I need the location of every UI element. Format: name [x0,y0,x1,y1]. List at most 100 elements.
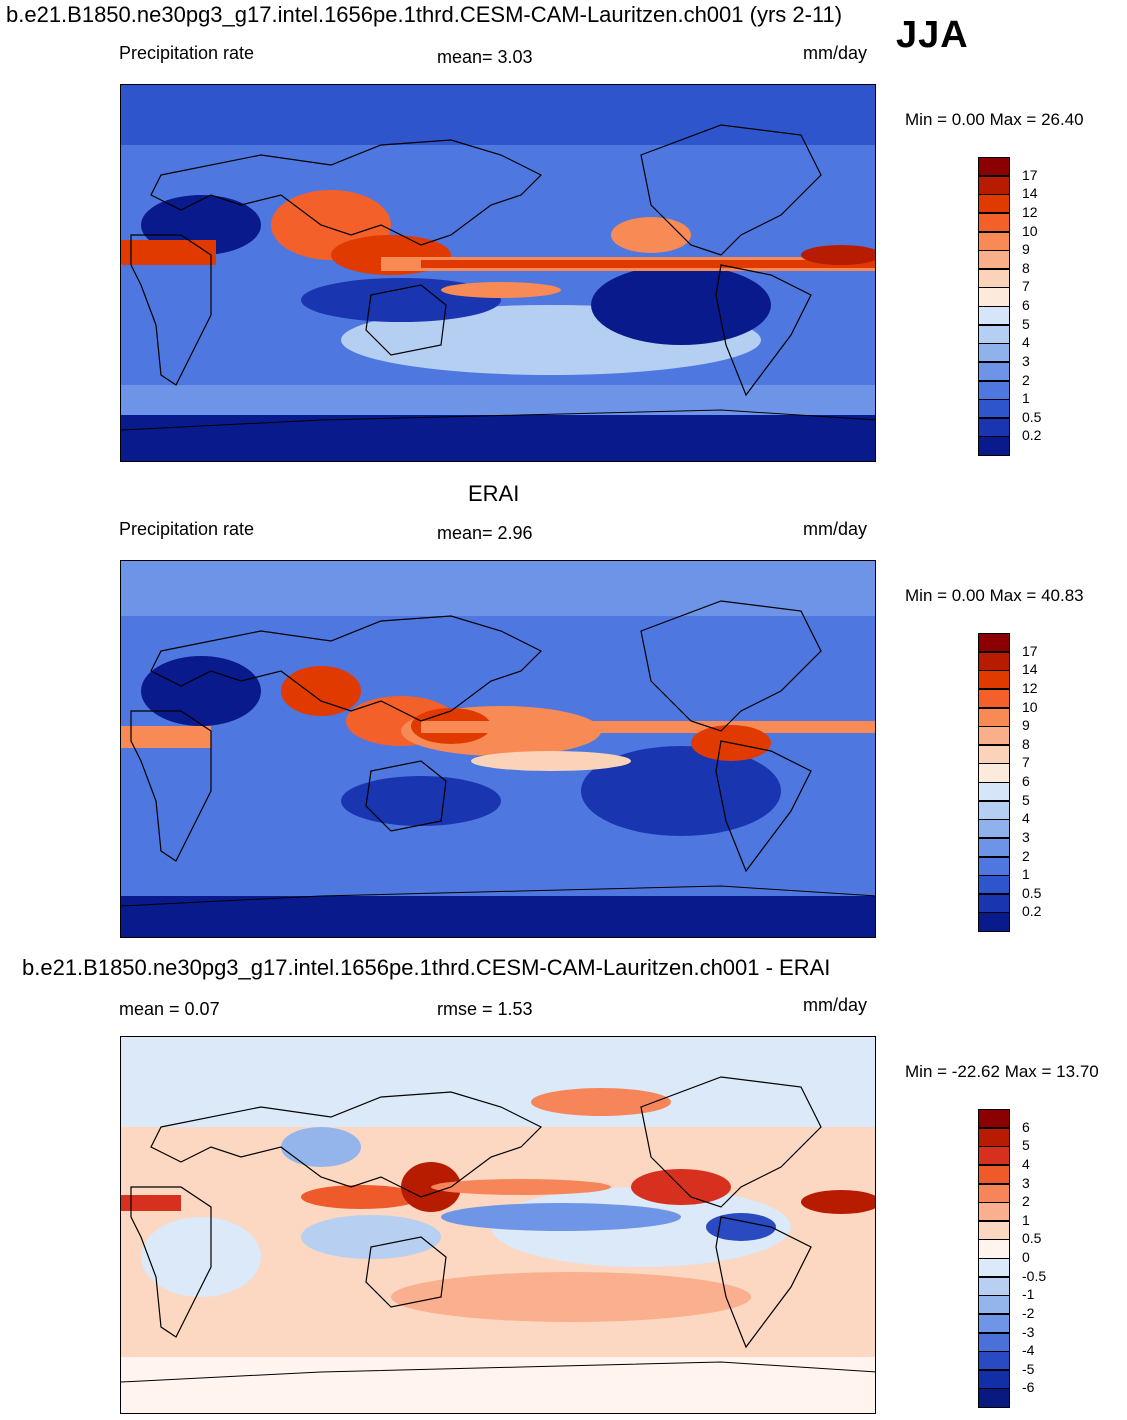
colorbar-swatch [978,1127,1010,1147]
panel2-title: ERAI [468,481,520,506]
colorbar-tick-label: 6 [1022,297,1030,313]
colorbar-tick-label: 6 [1022,1118,1030,1135]
colorbar-swatch [978,380,1010,400]
colorbar-swatch [978,1164,1010,1185]
panel1-variable-label: Precipitation rate [119,43,255,63]
colorbar-tick-label: 3 [1022,828,1030,845]
colorbar-swatch [978,1313,1010,1334]
colorbar-swatch [978,175,1010,195]
colorbar-tick-label: 0.5 [1022,1230,1042,1247]
colorbar-tick-label: -1 [1022,1286,1035,1303]
colorbar-tick-label: 0.5 [1022,884,1042,901]
colorbar-tick-label: 14 [1022,661,1038,678]
colorbar-tick-label: 5 [1022,1137,1030,1154]
panel2-colorbar: 17 14 12 10 9 8 7 6 5 4 3 2 1 0.5 0.2 [978,633,1041,932]
colorbar-swatch [978,250,1010,270]
colorbar-swatch [978,1239,1010,1259]
panel3-minmax: Min = -22.62 Max = 13.70 [905,1062,1099,1081]
colorbar-tick-label: 8 [1022,259,1030,276]
colorbar-tick-label: 8 [1022,735,1030,752]
colorbar-tick-label: -3 [1022,1323,1035,1340]
panel1-map-field [121,85,875,461]
colorbar-swatch [978,1183,1010,1203]
colorbar-tick-label: 4 [1022,810,1030,827]
colorbar-swatch [978,436,1010,456]
panel3-rmse-label: rmse = 1.53 [437,999,533,1019]
panel3-units-label: mm/day [803,995,868,1015]
colorbar-swatch [978,1146,1010,1166]
colorbar-swatch [978,782,1010,802]
colorbar-swatch [978,1276,1010,1296]
colorbar-tick-label: 9 [1022,717,1030,734]
panel2-variable-label: Precipitation rate [119,519,255,539]
colorbar-swatch [978,1295,1010,1315]
colorbar-tick-label: 17 [1022,642,1038,659]
colorbar-tick-label: -5 [1022,1360,1035,1377]
colorbar-swatch [978,157,1010,177]
season-label: JJA [896,14,969,56]
colorbar-swatch [978,399,1010,419]
colorbar-tick-label: 4 [1022,334,1030,351]
colorbar-swatch [978,726,1010,746]
colorbar-swatch [978,1369,1010,1389]
panel1-mean-label: mean= 3.03 [437,47,533,67]
colorbar-swatch [978,212,1010,233]
colorbar-tick-label: 2 [1022,371,1030,388]
colorbar-tick-label: 0.2 [1022,903,1042,920]
panel1-map [120,84,876,462]
panel3-map-field [121,1037,875,1413]
colorbar-tick-label: 7 [1022,754,1030,771]
panel1-minmax: Min = 0.00 Max = 26.40 [905,110,1084,129]
colorbar-tick-label: 1 [1022,1211,1030,1228]
colorbar-tick-label: 10 [1022,698,1038,715]
panel2-map-field [121,561,875,937]
colorbar-swatch [978,417,1010,437]
colorbar-swatch [978,912,1010,932]
colorbar-swatch [978,875,1010,895]
colorbar-swatch [978,633,1010,653]
colorbar-swatch [978,800,1010,820]
colorbar-swatch [978,1202,1010,1222]
colorbar-tick-label: -2 [1022,1304,1035,1321]
colorbar-tick-label: 1 [1022,866,1030,883]
panel3-colorbar: 6 5 4 3 2 1 0.5 0 -0.5 -1 -2 -3 -4 -5 -6 [978,1109,1046,1408]
colorbar-tick-label: 2 [1022,847,1030,864]
colorbar-tick-label: 12 [1022,679,1038,696]
colorbar-tick-label: -4 [1022,1342,1035,1359]
colorbar-swatch [978,744,1010,764]
colorbar-swatch [978,194,1010,214]
colorbar-tick-label: -6 [1022,1379,1035,1396]
colorbar-tick-label: 7 [1022,278,1030,295]
colorbar-swatch [978,893,1010,913]
colorbar-swatch [978,287,1010,307]
colorbar-swatch [978,361,1010,382]
panel2-units-label: mm/day [803,519,868,539]
colorbar-swatch [978,1109,1010,1129]
colorbar-swatch [978,1332,1010,1352]
colorbar-tick-label: 5 [1022,315,1030,332]
colorbar-tick-label: 0 [1022,1249,1030,1265]
colorbar-tick-label: 9 [1022,241,1030,258]
colorbar-tick-label: 2 [1022,1193,1030,1210]
colorbar-tick-label: 4 [1022,1155,1030,1172]
panel2-mean-label: mean= 2.96 [437,523,533,543]
colorbar-swatch [978,837,1010,858]
colorbar-swatch [978,651,1010,671]
colorbar-swatch [978,324,1010,344]
colorbar-tick-label: 6 [1022,773,1030,789]
colorbar-swatch [978,707,1010,727]
colorbar-tick-label: 1 [1022,390,1030,407]
panel2-map [120,560,876,938]
colorbar-tick-label: 5 [1022,791,1030,808]
panel3-mean-label: mean = 0.07 [119,999,220,1019]
colorbar-swatch [978,231,1010,251]
colorbar-tick-label: 3 [1022,1174,1030,1191]
colorbar-swatch [978,268,1010,288]
colorbar-tick-label: 17 [1022,166,1038,183]
colorbar-swatch [978,1258,1010,1278]
colorbar-swatch [978,306,1010,326]
panel3-map [120,1036,876,1414]
colorbar-swatch [978,343,1010,363]
panel3-title: b.e21.B1850.ne30pg3_g17.intel.1656pe.1th… [22,955,831,980]
colorbar-swatch [978,688,1010,709]
